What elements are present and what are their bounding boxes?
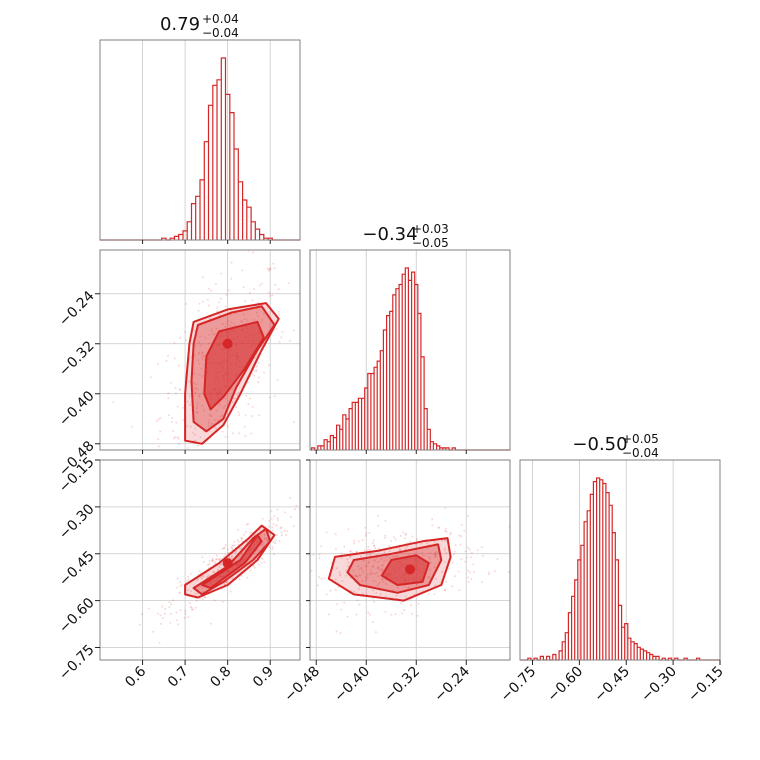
panel-title-plus-0: +0.04 [202, 12, 239, 26]
ytick-label-1-1: −0.40 [56, 388, 98, 430]
contour-peak-1 [222, 558, 233, 569]
ytick-label-1-2: −0.32 [56, 338, 98, 380]
scatter-layer [112, 250, 510, 644]
xtick-label-1-0: −0.48 [281, 664, 323, 706]
xtick-label-2-3: −0.30 [638, 664, 680, 706]
panel-title-minus-2: −0.04 [622, 446, 659, 460]
xtick-label-0-2: 0.8 [207, 664, 234, 691]
panel-title-plus-1: +0.03 [412, 222, 449, 236]
ytick-label-2-1: −0.60 [56, 595, 98, 637]
xtick-label-2-0: −0.75 [498, 664, 540, 706]
contour-0-0 [203, 320, 265, 411]
pair-panel-frame-0 [99, 249, 301, 451]
ytick-label-1-3: −0.24 [56, 288, 98, 330]
ytick-label-2-3: −0.30 [56, 501, 98, 543]
xtick-label-2-2: −0.45 [591, 664, 633, 706]
xtick-label-2-1: −0.60 [545, 664, 587, 706]
hist-panel-frame-1 [309, 249, 511, 451]
hist-panel-frame-0 [99, 39, 301, 241]
hist-panel-frame-2 [519, 459, 721, 661]
panel-title-2: −0.50 [572, 434, 627, 455]
panel-title-plus-2: +0.05 [622, 432, 659, 446]
histogram-0 [100, 57, 300, 241]
panel-title-minus-0: −0.04 [202, 26, 239, 40]
xtick-label-1-1: −0.40 [331, 664, 373, 706]
ytick-label-2-0: −0.75 [56, 642, 98, 684]
xtick-label-1-2: −0.32 [381, 664, 423, 706]
xtick-label-1-3: −0.24 [431, 663, 473, 705]
tick-layer [95, 240, 721, 665]
contour-1-0 [201, 534, 263, 590]
xtick-label-0-1: 0.7 [165, 664, 192, 691]
ytick-label-2-2: −0.45 [56, 548, 98, 590]
panel-title-0: 0.79 [160, 14, 200, 35]
contour-peak-0 [222, 338, 233, 349]
histogram-2 [520, 477, 720, 661]
xtick-label-0-3: 0.9 [250, 664, 277, 691]
xtick-label-2-4: −0.15 [685, 664, 727, 706]
panel-title-1: −0.34 [362, 224, 417, 245]
contour-peak-2 [405, 564, 415, 575]
pair-panel-frame-2 [309, 459, 511, 661]
histogram-1 [310, 267, 510, 451]
contour-layer [184, 302, 452, 602]
pair-panel-frame-1 [99, 459, 301, 661]
xtick-label-0-0: 0.6 [122, 663, 149, 690]
frame-layer [99, 39, 721, 661]
panel-title-minus-1: −0.05 [412, 236, 449, 250]
